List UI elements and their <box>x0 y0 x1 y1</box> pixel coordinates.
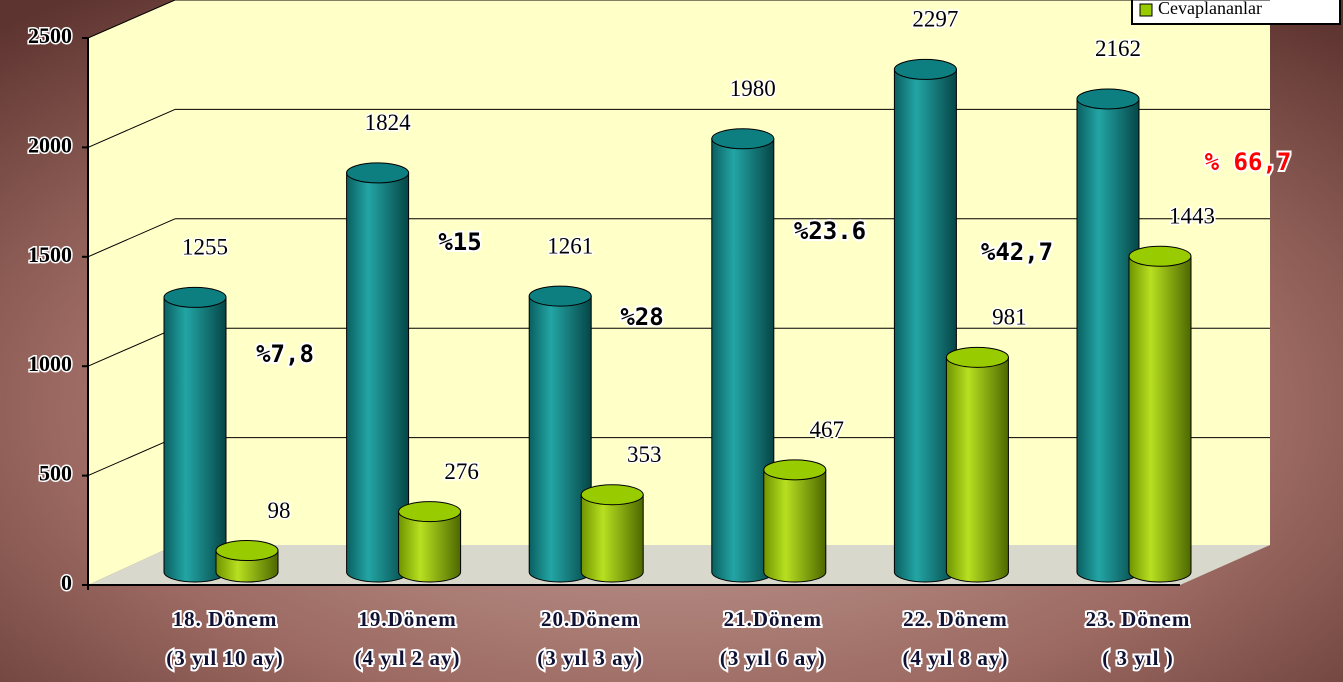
bar-top <box>164 287 226 307</box>
y-tick-label: 1000 <box>28 351 72 376</box>
bar <box>1129 246 1191 582</box>
y-tick-label: 2500 <box>28 23 72 48</box>
bar <box>581 485 643 582</box>
page: 0 500 1000 1500 2000 2500 18. Dönem (3 yıl 10 a… <box>0 0 1343 682</box>
x-tick-label: 21.Dönem <box>724 607 822 631</box>
bar-body <box>399 512 461 582</box>
x-tick-label: 23. Dönem <box>1086 607 1191 631</box>
bar-top <box>399 502 461 522</box>
bar-body <box>764 470 826 582</box>
value-label: 98 <box>268 498 291 523</box>
y-tick-label: 0 <box>61 570 72 595</box>
bar-top <box>894 59 956 79</box>
value-label: 353 <box>627 442 662 467</box>
value-label: 1980 <box>730 76 776 101</box>
value-label: 2162 <box>1095 36 1141 61</box>
chart: 0 500 1000 1500 2000 2500 18. Dönem (3 yıl 10 a… <box>0 0 1343 682</box>
bar <box>764 460 826 582</box>
bar-top <box>712 129 774 149</box>
y-tick-label: 1500 <box>28 242 72 267</box>
bar-top <box>1129 246 1191 266</box>
bar-top <box>216 541 278 561</box>
annotation: % 66,7 <box>1205 148 1292 176</box>
value-label: 1824 <box>365 110 412 135</box>
value-label: 2297 <box>912 7 958 32</box>
bar-top <box>946 347 1008 367</box>
x-tick-sublabel: ( 3 yıl ) <box>1102 646 1173 670</box>
bar-body <box>1129 256 1191 582</box>
x-tick-sublabel: (4 yıl 8 ay) <box>902 646 1008 670</box>
x-tick-label: 18. Dönem <box>173 607 278 631</box>
bar <box>946 347 1008 582</box>
x-tick-label: 22. Dönem <box>903 607 1008 631</box>
value-label: 1255 <box>182 235 228 260</box>
bar <box>216 541 278 582</box>
x-tick-label: 19.Dönem <box>358 607 456 631</box>
bar-top <box>764 460 826 480</box>
annotation: %15 <box>438 228 481 256</box>
annotation: %7,8 <box>256 340 314 368</box>
bar <box>399 502 461 582</box>
x-tick-label: 20.Dönem <box>541 607 639 631</box>
bar-top <box>529 286 591 306</box>
value-label: 1261 <box>547 233 593 258</box>
x-tick-sublabel: (4 yıl 2 ay) <box>355 646 461 670</box>
legend-label: Cevaplananlar <box>1158 0 1262 18</box>
bar-top <box>1077 89 1139 109</box>
annotation: %23.6 <box>794 217 866 245</box>
x-tick-sublabel: (3 yıl 3 ay) <box>537 646 643 670</box>
value-label: 1443 <box>1169 204 1215 229</box>
annotation: %42,7 <box>981 238 1053 266</box>
x-tick-sublabel: (3 yıl 6 ay) <box>720 646 826 670</box>
annotation: %28 <box>620 303 663 331</box>
bar-body <box>946 357 1008 582</box>
legend-swatch <box>1140 4 1152 16</box>
value-label: 467 <box>810 417 845 442</box>
bar <box>164 287 226 582</box>
x-tick-sublabel: (3 yıl 10 ay) <box>166 646 283 670</box>
value-label: 276 <box>444 459 479 484</box>
y-tick-label: 2000 <box>28 132 72 157</box>
value-label: 981 <box>992 305 1027 330</box>
bar-top <box>347 163 409 183</box>
bar-top <box>581 485 643 505</box>
bar-body <box>581 495 643 582</box>
bar-body <box>164 297 226 582</box>
y-tick-label: 500 <box>39 461 72 486</box>
